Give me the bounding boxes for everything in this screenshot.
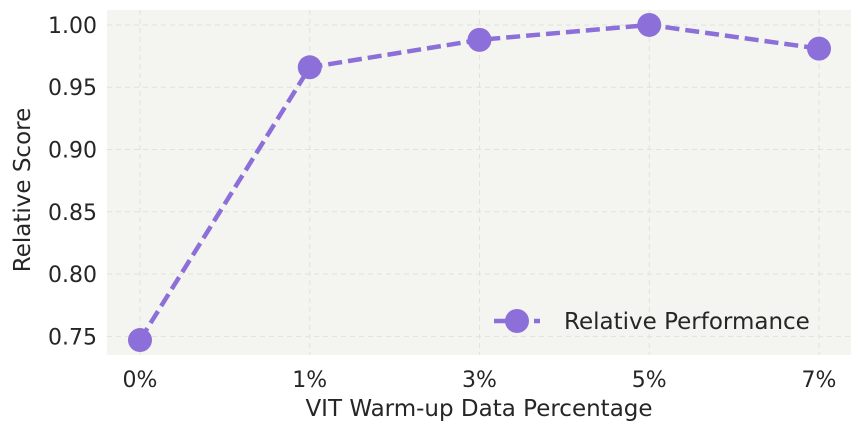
x-tick-label: 3% <box>462 368 497 393</box>
data-point-7pct <box>807 36 831 61</box>
legend-marker-swatch <box>505 309 529 333</box>
x-tick-label: 7% <box>802 368 837 393</box>
x-tick-labels: 0% 1% 3% 5% 7% <box>123 368 837 393</box>
x-tick-label: 5% <box>632 368 667 393</box>
x-axis-label: VIT Warm-up Data Percentage <box>305 396 652 422</box>
y-tick-labels: 0.75 0.80 0.85 0.90 0.95 1.00 <box>48 14 97 350</box>
data-point-5pct <box>637 12 662 37</box>
y-tick-label: 1.00 <box>48 14 97 39</box>
y-tick-label: 0.80 <box>48 263 97 288</box>
x-tick-label: 0% <box>123 368 158 393</box>
legend-label-relative-performance: Relative Performance <box>564 309 810 335</box>
legend: Relative Performance <box>494 309 810 335</box>
y-tick-label: 0.85 <box>48 201 97 226</box>
series-layer <box>128 12 831 353</box>
data-point-3pct <box>467 27 492 52</box>
x-tick-label: 1% <box>292 368 327 393</box>
y-tick-label: 0.95 <box>48 76 97 101</box>
y-tick-label: 0.90 <box>48 138 97 163</box>
grid-lines <box>107 10 851 355</box>
y-tick-label: 0.75 <box>48 325 97 350</box>
y-axis-label: Relative Score <box>10 108 36 272</box>
data-point-1pct <box>297 55 322 80</box>
data-point-0pct <box>128 328 152 353</box>
